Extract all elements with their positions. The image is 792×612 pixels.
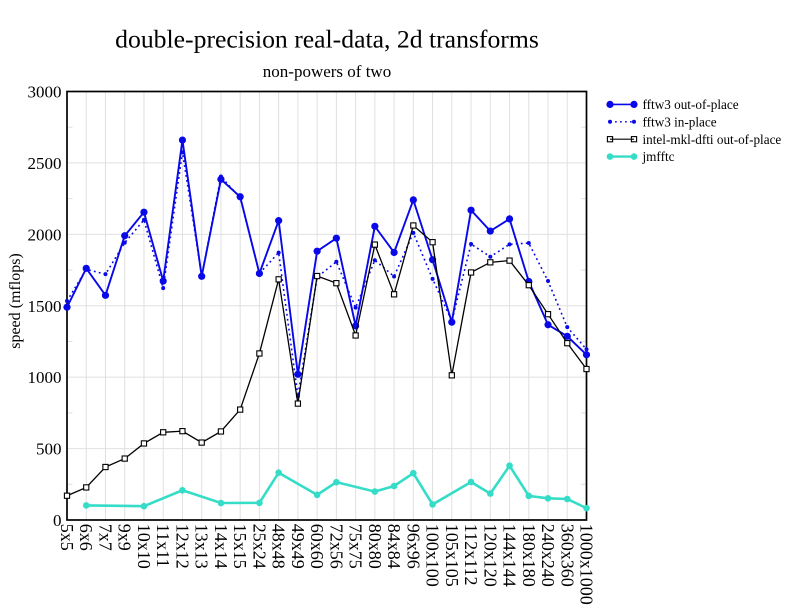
svg-text:6x6: 6x6 (76, 524, 96, 551)
svg-text:84x84: 84x84 (384, 524, 404, 569)
svg-text:5x5: 5x5 (57, 524, 77, 551)
svg-text:1500: 1500 (28, 297, 62, 316)
svg-text:60x60: 60x60 (307, 524, 327, 569)
svg-text:3000: 3000 (28, 83, 62, 102)
svg-text:1000x1000: 1000x1000 (577, 524, 597, 605)
svg-text:180x180: 180x180 (519, 524, 539, 587)
svg-text:double-precision real-data, 2d: double-precision real-data, 2d transform… (115, 24, 539, 53)
svg-text:intel-mkl-dfti out-of-place: intel-mkl-dfti out-of-place (643, 132, 782, 147)
svg-text:2500: 2500 (28, 154, 62, 173)
svg-text:120x120: 120x120 (480, 524, 500, 587)
svg-text:0: 0 (53, 511, 62, 530)
svg-text:11x11: 11x11 (153, 524, 173, 568)
svg-text:fftw3 out-of-place: fftw3 out-of-place (643, 97, 739, 112)
svg-text:80x80: 80x80 (365, 524, 385, 569)
svg-text:13x13: 13x13 (192, 524, 212, 569)
svg-text:7x7: 7x7 (95, 524, 115, 551)
svg-text:14x14: 14x14 (211, 524, 231, 569)
svg-text:jmfftc: jmfftc (642, 149, 675, 164)
svg-text:112x112: 112x112 (461, 524, 481, 586)
svg-text:240x240: 240x240 (538, 524, 558, 587)
svg-text:49x49: 49x49 (288, 524, 308, 569)
svg-text:2000: 2000 (28, 225, 62, 244)
svg-text:72x56: 72x56 (326, 524, 346, 569)
svg-text:100x100: 100x100 (423, 524, 443, 587)
svg-text:non-powers of two: non-powers of two (263, 62, 391, 81)
svg-text:360x360: 360x360 (557, 524, 577, 587)
svg-text:75x75: 75x75 (346, 524, 366, 569)
svg-text:15x15: 15x15 (230, 524, 250, 569)
svg-text:speed (mflops): speed (mflops) (7, 253, 24, 349)
svg-text:105x105: 105x105 (442, 524, 462, 587)
svg-text:fftw3 in-place: fftw3 in-place (643, 114, 717, 129)
svg-text:12x12: 12x12 (172, 524, 192, 569)
svg-text:25x24: 25x24 (249, 524, 269, 569)
svg-text:10x10: 10x10 (134, 524, 154, 569)
svg-text:1000: 1000 (28, 368, 62, 387)
svg-text:48x48: 48x48 (269, 524, 289, 569)
svg-text:144x144: 144x144 (500, 524, 520, 587)
svg-text:500: 500 (36, 440, 62, 459)
svg-text:9x9: 9x9 (115, 524, 135, 551)
svg-text:96x96: 96x96 (403, 524, 423, 569)
